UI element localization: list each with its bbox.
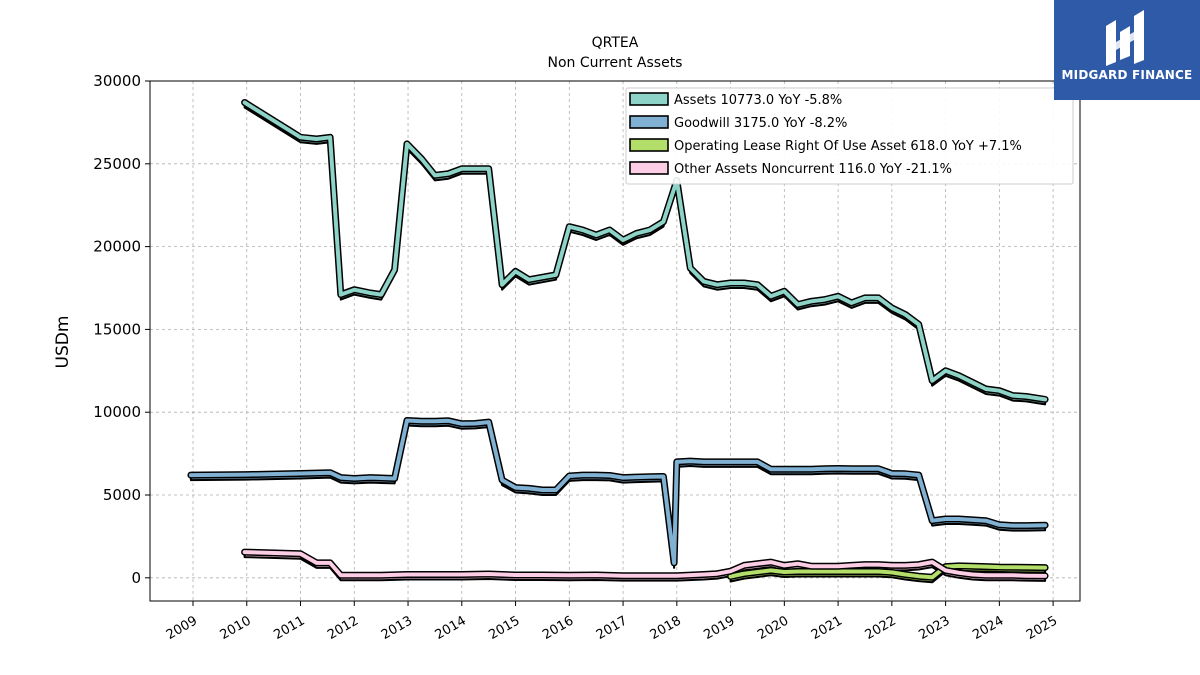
brand-logo: MIDGARD FINANCE <box>1054 0 1200 100</box>
y-axis-label: USDm <box>53 316 73 369</box>
x-tick-label: 2010 <box>218 613 254 643</box>
y-tick-label: 30000 <box>93 72 141 90</box>
legend-box <box>625 87 1074 185</box>
y-tick-label: 20000 <box>93 238 141 256</box>
legend-label-2: Operating Lease Right Of Use Asset 618.0… <box>674 139 1022 154</box>
plot-frame <box>149 80 1081 602</box>
x-tick-label: 2025 <box>1024 613 1060 643</box>
chart-subtitle: Non Current Assets <box>548 55 683 71</box>
y-tick-label: 10000 <box>93 403 141 421</box>
x-tick-label: 2016 <box>540 613 576 643</box>
legend-swatch-0 <box>629 92 669 106</box>
legend-swatch-2 <box>629 138 669 152</box>
series-line-3 <box>242 550 1048 578</box>
x-tick-label: 2015 <box>486 613 522 643</box>
legend-swatch-3 <box>629 161 669 175</box>
y-tick-label: 5000 <box>103 486 141 504</box>
y-tick-label: 0 <box>131 569 141 587</box>
x-tick-label: 2009 <box>164 613 200 643</box>
x-tick-label: 2019 <box>701 613 737 643</box>
legend-swatch-1 <box>629 115 669 129</box>
x-tick-label: 2022 <box>863 613 899 643</box>
chart-title: QRTEA <box>592 35 639 51</box>
x-tick-label: 2014 <box>433 613 469 643</box>
x-tick-label: 2017 <box>594 613 630 643</box>
series-line-1 <box>188 418 1048 565</box>
series-line-outline-1 <box>187 417 1049 567</box>
y-tick-label: 15000 <box>93 320 141 338</box>
y-tick-label: 25000 <box>93 155 141 173</box>
x-tick-label: 2021 <box>809 613 845 643</box>
series-line-0 <box>242 100 1048 402</box>
brand-name: MIDGARD FINANCE <box>1061 68 1193 82</box>
x-tick-label: 2023 <box>916 613 952 643</box>
series-lines <box>187 99 1049 581</box>
legend-label-3: Other Assets Noncurrent 116.0 YoY -21.1% <box>674 162 952 177</box>
legend-label-0: Assets 10773.0 YoY -5.8% <box>674 93 842 108</box>
legend: Assets 10773.0 YoY -5.8% Goodwill 3175.0 … <box>625 87 1074 185</box>
x-tick-label: 2024 <box>970 613 1006 643</box>
x-tick-label: 2018 <box>648 613 684 643</box>
brand-logo-icon <box>1106 10 1144 66</box>
series-line-2 <box>728 563 1048 580</box>
x-tick-label: 2011 <box>271 613 307 643</box>
x-tick-label: 2020 <box>755 613 791 643</box>
series-area-1 <box>189 419 1047 569</box>
legend-label-1: Goodwill 3175.0 YoY -8.2% <box>674 116 847 131</box>
x-tick-label: 2013 <box>379 613 415 643</box>
x-tick-label: 2012 <box>325 613 361 643</box>
